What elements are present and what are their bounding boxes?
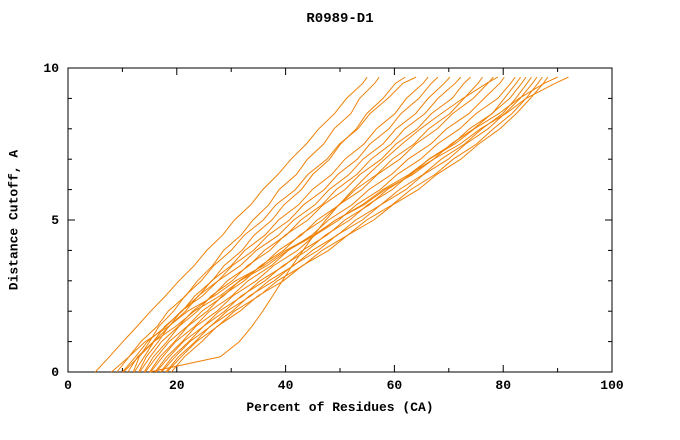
svg-text:0: 0 [51, 365, 59, 380]
chart-title: R0989-D1 [306, 11, 374, 27]
svg-text:20: 20 [169, 378, 185, 393]
svg-text:10: 10 [43, 61, 59, 76]
x-axis-label: Percent of Residues (CA) [246, 400, 434, 415]
svg-text:100: 100 [600, 378, 624, 393]
svg-text:60: 60 [387, 378, 403, 393]
svg-text:5: 5 [51, 213, 59, 228]
svg-text:80: 80 [495, 378, 511, 393]
svg-text:0: 0 [64, 378, 72, 393]
svg-text:40: 40 [278, 378, 294, 393]
